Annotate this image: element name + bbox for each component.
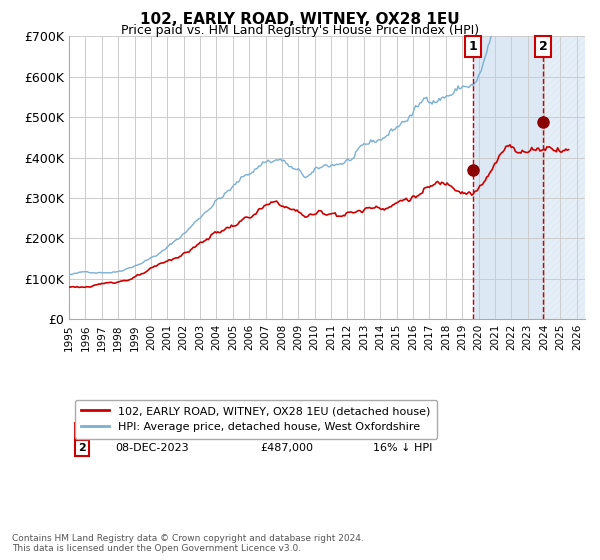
Text: 1: 1: [78, 426, 86, 436]
Text: £370,000: £370,000: [260, 426, 313, 436]
Text: Contains HM Land Registry data © Crown copyright and database right 2024.
This d: Contains HM Land Registry data © Crown c…: [12, 534, 364, 553]
Text: 2: 2: [78, 443, 86, 453]
Bar: [543, 36, 585, 319]
Text: 16% ↓ HPI: 16% ↓ HPI: [373, 443, 433, 453]
Text: 1: 1: [469, 40, 478, 53]
Text: 102, EARLY ROAD, WITNEY, OX28 1EU: 102, EARLY ROAD, WITNEY, OX28 1EU: [140, 12, 460, 27]
Text: 06-SEP-2019: 06-SEP-2019: [115, 426, 187, 436]
Text: 08-DEC-2023: 08-DEC-2023: [115, 443, 189, 453]
Text: 2: 2: [539, 40, 547, 53]
Text: 28% ↓ HPI: 28% ↓ HPI: [373, 426, 433, 436]
Bar: [473, 36, 543, 319]
Text: £487,000: £487,000: [260, 443, 313, 453]
Text: Price paid vs. HM Land Registry's House Price Index (HPI): Price paid vs. HM Land Registry's House …: [121, 24, 479, 37]
Legend: 102, EARLY ROAD, WITNEY, OX28 1EU (detached house), HPI: Average price, detached: 102, EARLY ROAD, WITNEY, OX28 1EU (detac…: [74, 400, 437, 438]
